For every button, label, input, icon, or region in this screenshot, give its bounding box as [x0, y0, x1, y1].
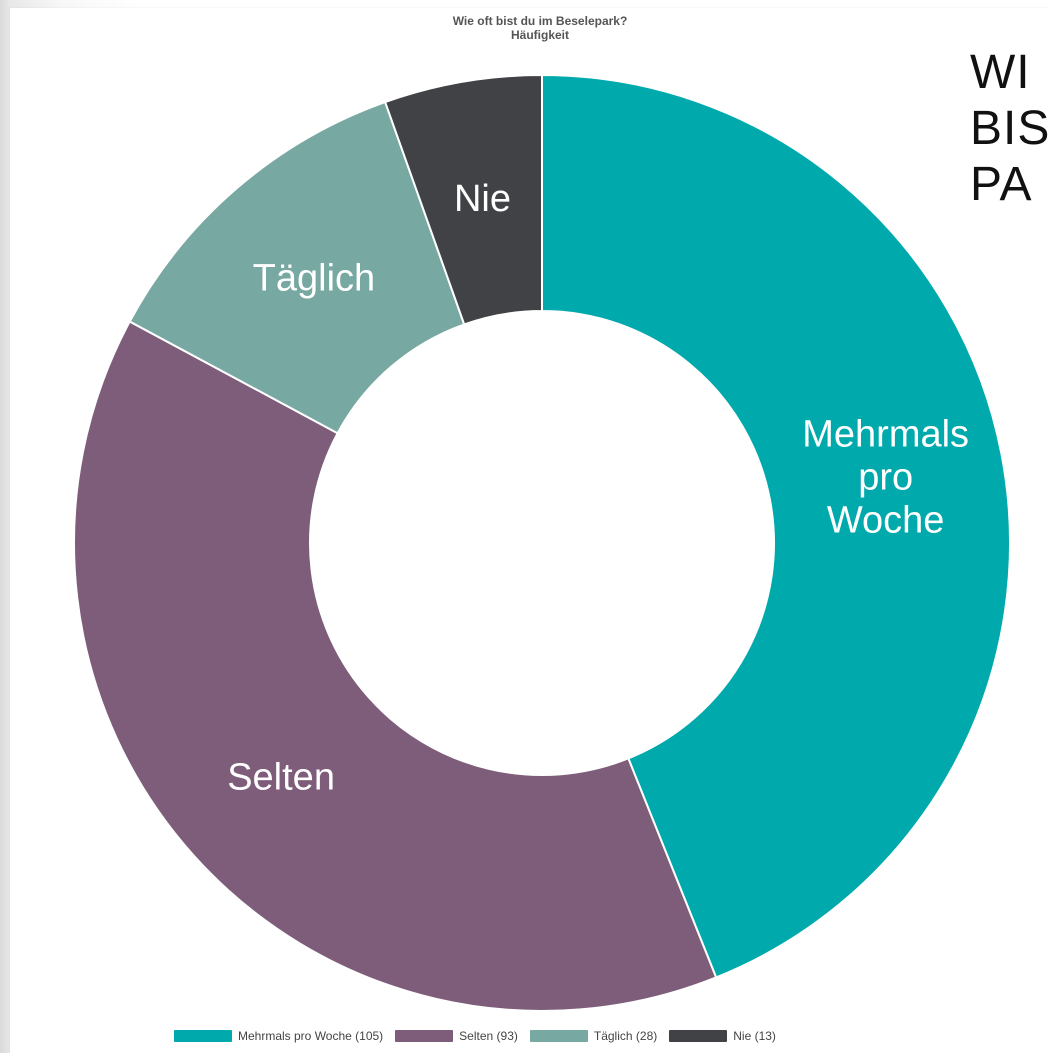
- legend-item-nie[interactable]: Nie (13): [669, 1029, 776, 1043]
- legend-swatch-taeglich: [529, 1030, 588, 1042]
- side-heading-line-1: WI: [970, 46, 1031, 99]
- side-heading-line-2: BIS: [970, 102, 1050, 155]
- legend-label-taeglich: Täglich (28): [593, 1029, 658, 1043]
- chart-title-line-1: Wie oft bist du im Beselepark?: [452, 14, 628, 28]
- chart-title: Wie oft bist du im Beselepark? Häufigkei…: [375, 14, 705, 42]
- legend-label-nie: Nie (13): [733, 1029, 776, 1043]
- slice-label-mehrmals-pro-woche: Mehrmals pro Woche: [802, 414, 969, 542]
- slice-label-line: pro: [858, 457, 913, 499]
- slice-label-line: Mehrmals: [802, 414, 969, 456]
- slice-label-line: Woche: [827, 500, 945, 542]
- chart-title-line-2: Häufigkeit: [510, 28, 569, 42]
- legend-item-mehrmals-pro-woche[interactable]: Mehrmals pro Woche (105): [174, 1029, 383, 1043]
- legend-item-taeglich[interactable]: Täglich (28): [529, 1029, 658, 1043]
- chart-legend: Mehrmals pro Woche (105) Selten (93) Täg…: [174, 1026, 788, 1046]
- donut-slice-taeglich[interactable]: [128, 100, 466, 435]
- legend-item-selten[interactable]: Selten (93): [395, 1029, 518, 1043]
- donut-slice-nie[interactable]: [383, 73, 543, 326]
- side-heading-line-3: PA: [970, 158, 1033, 211]
- slice-label-taeglich: Täglich: [253, 258, 376, 300]
- donut-slice-mehrmals-pro-woche[interactable]: [541, 73, 1011, 979]
- donut-slice-selten[interactable]: [73, 320, 718, 1012]
- legend-label-selten: Selten (93): [459, 1029, 518, 1043]
- slice-label-selten: Selten: [227, 756, 335, 798]
- legend-swatch-selten: [395, 1030, 454, 1042]
- legend-swatch-nie: [669, 1030, 728, 1042]
- slice-label-line: Nie: [454, 178, 511, 220]
- legend-swatch-mehrmals-pro-woche: [174, 1030, 232, 1042]
- slice-label-line: Täglich: [253, 258, 376, 300]
- slice-label-nie: Nie: [454, 178, 511, 220]
- legend-label-mehrmals-pro-woche: Mehrmals pro Woche (105): [238, 1029, 384, 1043]
- slice-label-line: Selten: [227, 756, 335, 798]
- side-heading: WI BIS PA: [970, 45, 1050, 295]
